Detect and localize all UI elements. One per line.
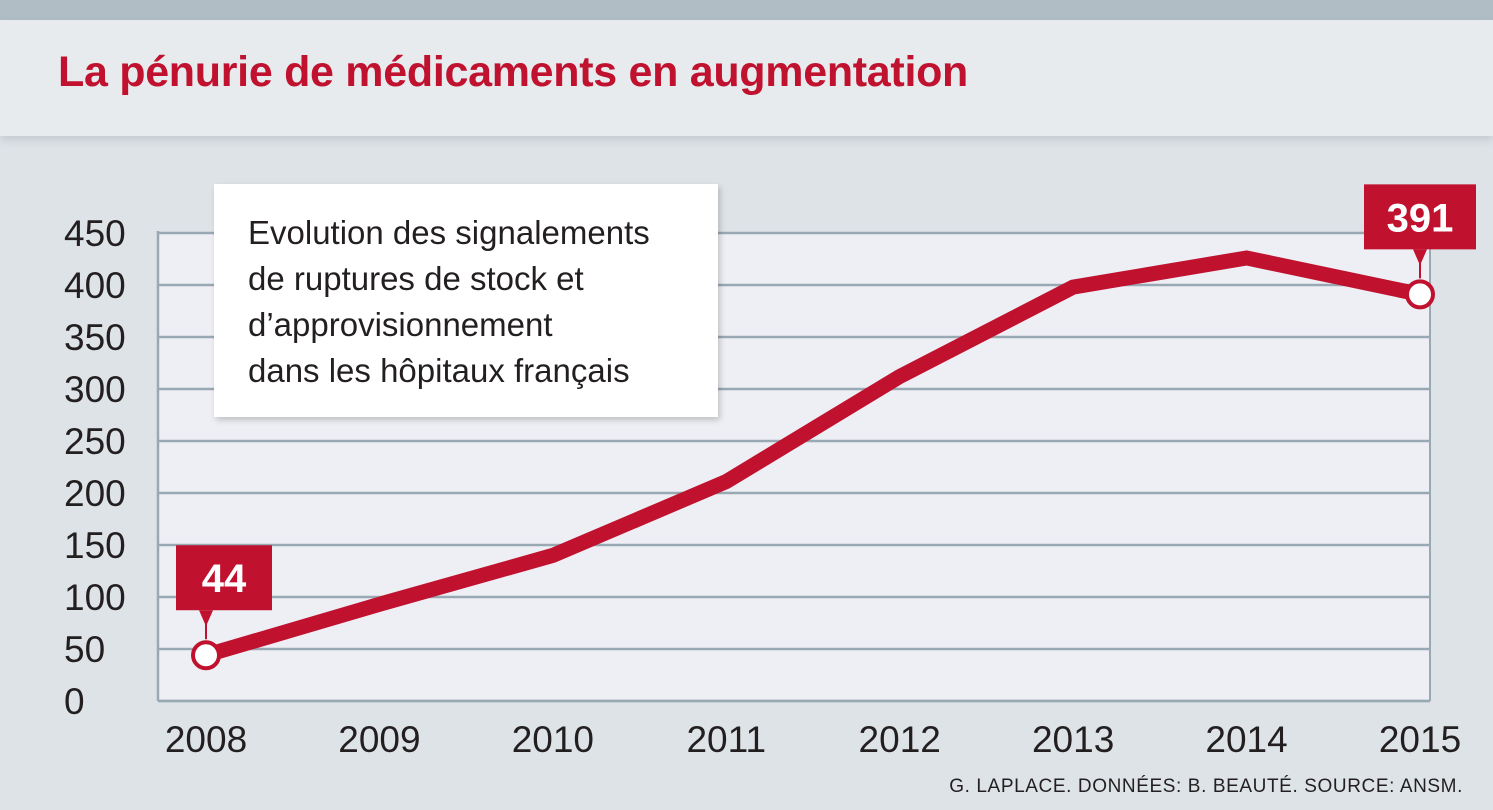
y-tick-label: 100: [64, 577, 126, 618]
callout-pointer: [199, 610, 213, 627]
endpoint-marker: [191, 640, 221, 671]
series-line: [203, 250, 1422, 663]
x-tick-label: 2015: [1379, 719, 1461, 760]
y-tick-label: 400: [64, 265, 126, 306]
callout-box: [176, 545, 272, 611]
callout-label: 391: [1387, 196, 1454, 240]
x-tick-label: 2012: [859, 719, 941, 760]
description-box: Evolution des signalements de ruptures d…: [214, 184, 718, 417]
description-line: dans les hôpitaux français: [248, 352, 630, 389]
y-tick-label: 250: [64, 421, 126, 462]
callout-label: 44: [202, 557, 247, 601]
description-line: Evolution des signalements: [248, 214, 650, 251]
x-tick-label: 2009: [338, 719, 420, 760]
y-tick-label: 350: [64, 317, 126, 358]
endpoint-marker: [1405, 279, 1435, 310]
y-tick-label: 0: [64, 681, 85, 722]
source-credit: G. LAPLACE. DONNÉES: B. BEAUTÉ. SOURCE: …: [949, 776, 1463, 797]
top-strip: [0, 0, 1493, 20]
description-line: d’approvisionnement: [248, 306, 553, 343]
x-tick-label: 2011: [686, 719, 766, 760]
y-tick-label: 150: [64, 525, 126, 566]
y-tick-label: 450: [64, 213, 126, 254]
chart-title: La pénurie de médicaments en augmentatio…: [58, 48, 969, 96]
plot-area: 0 50 100 150 200 250 300 350 400 450 2008 2009 2010 2…: [64, 184, 1476, 760]
y-tick-label: 50: [64, 629, 105, 670]
callout-box: [1364, 184, 1476, 250]
x-tick-label: 2010: [512, 719, 594, 760]
y-tick-label: 200: [64, 473, 126, 514]
y-tick-label: 300: [64, 369, 126, 410]
description-text: Evolution des signalements de ruptures d…: [248, 210, 698, 394]
callout-pointer: [1413, 249, 1427, 266]
title-band: [0, 20, 1493, 136]
x-tick-label: 2014: [1205, 719, 1287, 760]
x-tick-label: 2013: [1032, 719, 1114, 760]
x-tick-label: 2008: [165, 719, 247, 760]
description-line: de ruptures de stock et: [248, 260, 584, 297]
